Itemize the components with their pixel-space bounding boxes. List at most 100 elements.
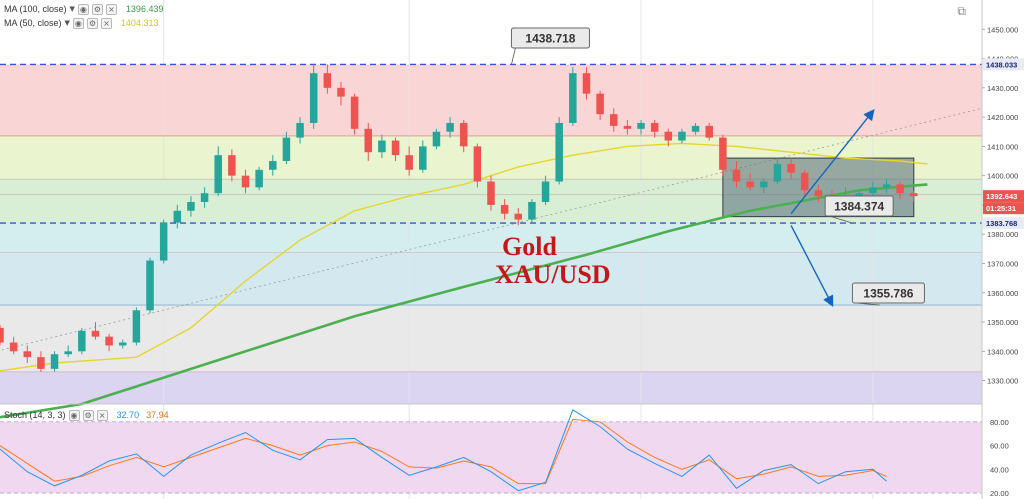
price-tick-label: 1400.000: [987, 172, 1018, 181]
callout-label: 1384.374: [834, 200, 884, 214]
ma100-label: MA (100, close): [4, 4, 67, 14]
candle: [541, 181, 550, 202]
candle: [446, 122, 454, 132]
candle: [309, 73, 318, 123]
candle: [569, 73, 577, 123]
candle: [0, 327, 4, 343]
candle: [241, 175, 250, 188]
ma50-value: 1404.313: [120, 18, 159, 28]
candle: [555, 122, 563, 182]
eye-icon[interactable]: ◉: [77, 3, 89, 15]
ma50-legend[interactable]: MA (50, close) ▼ ◉ ⚙ × 1404.313: [4, 15, 158, 31]
candle: [173, 210, 182, 223]
candle: [500, 204, 509, 214]
price-tick-label: 1340.000: [987, 347, 1018, 356]
stoch-label: Stoch (14, 3, 3): [4, 410, 66, 420]
ma100-line: [0, 183, 928, 419]
instrument-title: Gold: [502, 232, 557, 261]
stoch-tick-label: 20.00: [990, 489, 1009, 498]
candle: [23, 351, 32, 358]
candle: [760, 181, 768, 188]
support-level-tag-label: 1383.768: [986, 219, 1017, 228]
stoch-tick-label: 40.00: [990, 465, 1009, 474]
candle: [419, 146, 427, 170]
candle: [50, 354, 59, 369]
stoch-tick-label: 80.00: [990, 418, 1009, 427]
candle: [146, 260, 154, 311]
callout-label: 1355.786: [863, 287, 913, 301]
candle: [64, 351, 72, 355]
candle: [255, 169, 263, 188]
candle: [596, 93, 604, 115]
gear-icon[interactable]: ⚙: [91, 3, 103, 15]
stoch-d-line: [0, 418, 887, 485]
close-icon[interactable]: ×: [100, 17, 112, 29]
fib-zone: [0, 64, 982, 136]
stoch-d-value: 37.94: [146, 410, 169, 420]
gear-icon[interactable]: ⚙: [86, 17, 98, 29]
candle: [459, 122, 468, 147]
support-level-tag: [983, 217, 1024, 230]
price-callout: [510, 27, 590, 49]
callout-leader: [511, 47, 516, 65]
candle: [678, 131, 686, 141]
current-price-tag-label: 1392.643: [986, 192, 1017, 201]
eye-icon[interactable]: ◉: [72, 17, 84, 29]
close-icon[interactable]: ×: [105, 3, 117, 15]
countdown-tag-label: 01:25:31: [986, 204, 1016, 213]
candle: [691, 125, 700, 132]
stoch-legend[interactable]: Stoch (14, 3, 3) ◉ ⚙ × 32.70 37.94: [4, 407, 169, 423]
price-tick-label: 1370.000: [987, 259, 1018, 268]
ma100-value: 1396.439: [125, 4, 164, 14]
callout-label: 1438.718: [525, 32, 575, 46]
candle: [323, 73, 332, 88]
candle: [405, 155, 413, 170]
candle: [91, 330, 100, 337]
candle: [514, 213, 523, 220]
candle: [391, 140, 400, 156]
restore-window-icon[interactable]: ⧉: [957, 4, 966, 18]
candle: [132, 310, 141, 343]
stoch-band: [0, 421, 982, 494]
top-level-tag-label: 1438.033: [986, 60, 1017, 69]
candle: [705, 125, 713, 138]
candle: [637, 122, 645, 129]
candle: [282, 137, 291, 162]
eye-icon[interactable]: ◉: [68, 409, 80, 421]
chevron-down-icon[interactable]: ▼: [69, 5, 75, 13]
chevron-down-icon[interactable]: ▼: [64, 19, 70, 27]
candle: [214, 155, 222, 194]
candle: [746, 181, 754, 188]
current-price-tag: [983, 190, 1024, 203]
candle: [773, 163, 782, 182]
gear-icon[interactable]: ⚙: [82, 409, 94, 421]
candle: [882, 184, 891, 188]
candle: [528, 202, 536, 220]
candle: [187, 202, 195, 211]
candle: [800, 172, 809, 191]
candle: [787, 163, 795, 173]
candle: [296, 122, 304, 138]
price-tick-label: 1430.000: [987, 84, 1018, 93]
callout-leader: [829, 215, 853, 224]
price-tick-label: 1450.000: [987, 25, 1018, 34]
price-tick-label: 1350.000: [987, 318, 1018, 327]
stoch-k-line: [0, 409, 887, 492]
candle: [582, 73, 591, 94]
candle: [9, 342, 18, 352]
ma100-legend[interactable]: MA (100, close) ▼ ◉ ⚙ × 1396.439: [4, 1, 163, 17]
candle: [159, 222, 168, 261]
close-icon[interactable]: ×: [96, 409, 108, 421]
price-tick-label: 1380.000: [987, 230, 1018, 239]
fib-zone: [0, 371, 982, 404]
price-axis-bg: [982, 0, 1024, 499]
candle: [269, 161, 277, 170]
candle: [910, 193, 918, 197]
price-tick-label: 1420.000: [987, 113, 1018, 122]
fib-zone: [0, 222, 982, 253]
price-tick-label: 1330.000: [987, 377, 1018, 386]
candle: [869, 187, 877, 194]
countdown-tag: [983, 202, 1024, 215]
candle: [487, 181, 495, 205]
